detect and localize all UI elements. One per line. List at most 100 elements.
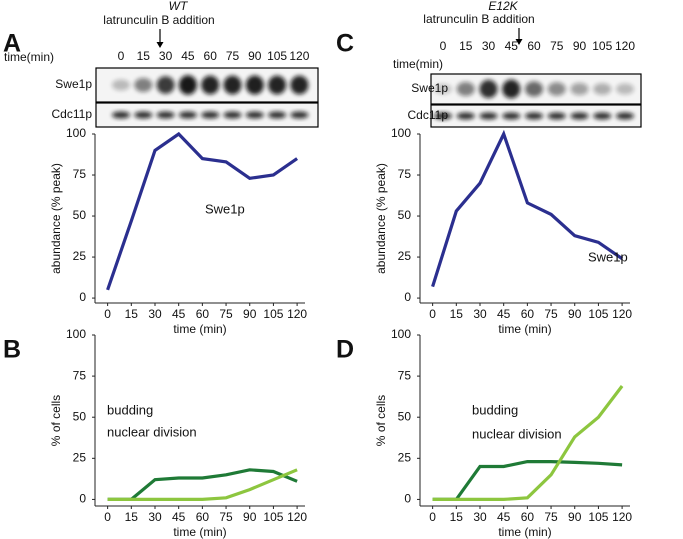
y-tick-label: 25: [73, 249, 87, 263]
series-label: budding: [107, 402, 153, 417]
series-line: [432, 385, 624, 501]
x-tick-label: 75: [219, 307, 233, 321]
y-tick-label: 100: [391, 327, 411, 341]
y-tick-label: 50: [73, 208, 87, 222]
x-tick-label: 15: [125, 307, 139, 321]
series-label: budding: [472, 402, 518, 417]
time-label: time(min): [4, 50, 54, 64]
lane-time: 120: [289, 49, 309, 63]
panel-letter: A: [3, 30, 21, 58]
x-tick-label: 45: [497, 307, 511, 321]
series-line: [107, 468, 298, 501]
arrow-head: [156, 42, 164, 48]
x-tick-label: 60: [521, 510, 535, 524]
blot-band: [268, 75, 287, 95]
series-label: nuclear division: [107, 424, 197, 439]
x-tick-label: 30: [473, 307, 487, 321]
y-tick-label: 100: [66, 126, 86, 140]
panel-letter: C: [336, 30, 354, 58]
x-tick-label: 75: [219, 510, 233, 524]
x-axis-label: time (min): [173, 525, 226, 539]
y-tick-label: 0: [79, 492, 86, 506]
lane-time: 30: [482, 39, 496, 53]
x-tick-label: 45: [497, 510, 511, 524]
x-tick-label: 120: [287, 510, 307, 524]
blot-band: [245, 75, 264, 95]
time-label: time(min): [393, 57, 443, 71]
y-tick-label: 25: [398, 450, 412, 464]
y-tick-label: 50: [398, 409, 412, 423]
blot-band: [456, 112, 475, 120]
lane-time: 0: [440, 39, 447, 53]
x-tick-label: 105: [263, 307, 283, 321]
x-tick-label: 105: [588, 510, 608, 524]
blot-band: [502, 79, 521, 99]
lane-time: 60: [527, 39, 541, 53]
blot-band: [223, 111, 242, 119]
x-tick-label: 120: [612, 510, 632, 524]
x-axis-label: time (min): [498, 525, 551, 539]
x-tick-label: 90: [243, 510, 257, 524]
blot-band: [547, 112, 566, 120]
panel-letter: D: [336, 336, 354, 364]
x-tick-label: 90: [568, 510, 582, 524]
y-tick-label: 100: [66, 327, 86, 341]
lane-time: 120: [615, 39, 635, 53]
y-tick-label: 0: [404, 290, 411, 304]
x-axis-label: time (min): [173, 322, 226, 336]
blot-row-label: Cdc11p: [52, 107, 93, 121]
series-label: Swe1p: [205, 201, 245, 216]
y-tick-label: 50: [398, 208, 412, 222]
blot-band: [290, 111, 309, 119]
blot-band: [502, 112, 521, 120]
y-tick-label: 75: [398, 167, 412, 181]
blot-band: [156, 111, 175, 119]
blot-band: [616, 112, 634, 120]
lane-time: 105: [592, 39, 612, 53]
x-tick-label: 0: [429, 510, 436, 524]
genotype-title: E12K: [488, 0, 518, 13]
blot-row-label: Swe1p: [55, 77, 92, 91]
arrow-head: [515, 39, 523, 45]
y-tick-label: 0: [79, 290, 86, 304]
blot-band: [178, 111, 197, 119]
x-tick-label: 15: [450, 510, 464, 524]
blot-band: [479, 79, 498, 99]
lane-time: 45: [181, 49, 195, 63]
blot-band: [134, 78, 153, 92]
lane-time: 60: [204, 49, 218, 63]
panel-letter: B: [3, 336, 21, 364]
series-line: [431, 129, 624, 288]
lane-time: 45: [505, 39, 519, 53]
x-tick-label: 0: [104, 307, 111, 321]
lane-time: 30: [159, 49, 173, 63]
blot-band: [593, 112, 612, 120]
blot-band: [434, 83, 452, 95]
blot-band: [223, 75, 242, 95]
y-tick-label: 75: [398, 368, 412, 382]
y-tick-label: 100: [391, 126, 411, 140]
x-tick-label: 15: [450, 307, 464, 321]
x-tick-label: 90: [568, 307, 582, 321]
blot-band: [178, 75, 197, 95]
blot-band: [434, 112, 452, 120]
lane-time: 75: [550, 39, 564, 53]
y-tick-label: 25: [398, 249, 412, 263]
lane-time: 90: [248, 49, 262, 63]
x-tick-label: 75: [544, 510, 558, 524]
y-axis-label: % of cells: [49, 395, 63, 446]
x-tick-label: 0: [104, 510, 111, 524]
blot-band: [616, 83, 634, 95]
series-label: Swe1p: [588, 249, 628, 264]
y-tick-label: 50: [73, 409, 87, 423]
lane-time: 90: [573, 39, 587, 53]
blot-band: [479, 112, 498, 120]
blot-band: [456, 82, 475, 96]
blot-band: [593, 83, 612, 95]
lane-time: 105: [267, 49, 287, 63]
x-tick-label: 120: [612, 307, 632, 321]
blot-band: [525, 81, 543, 97]
x-tick-label: 60: [196, 510, 210, 524]
lane-time: 75: [226, 49, 240, 63]
